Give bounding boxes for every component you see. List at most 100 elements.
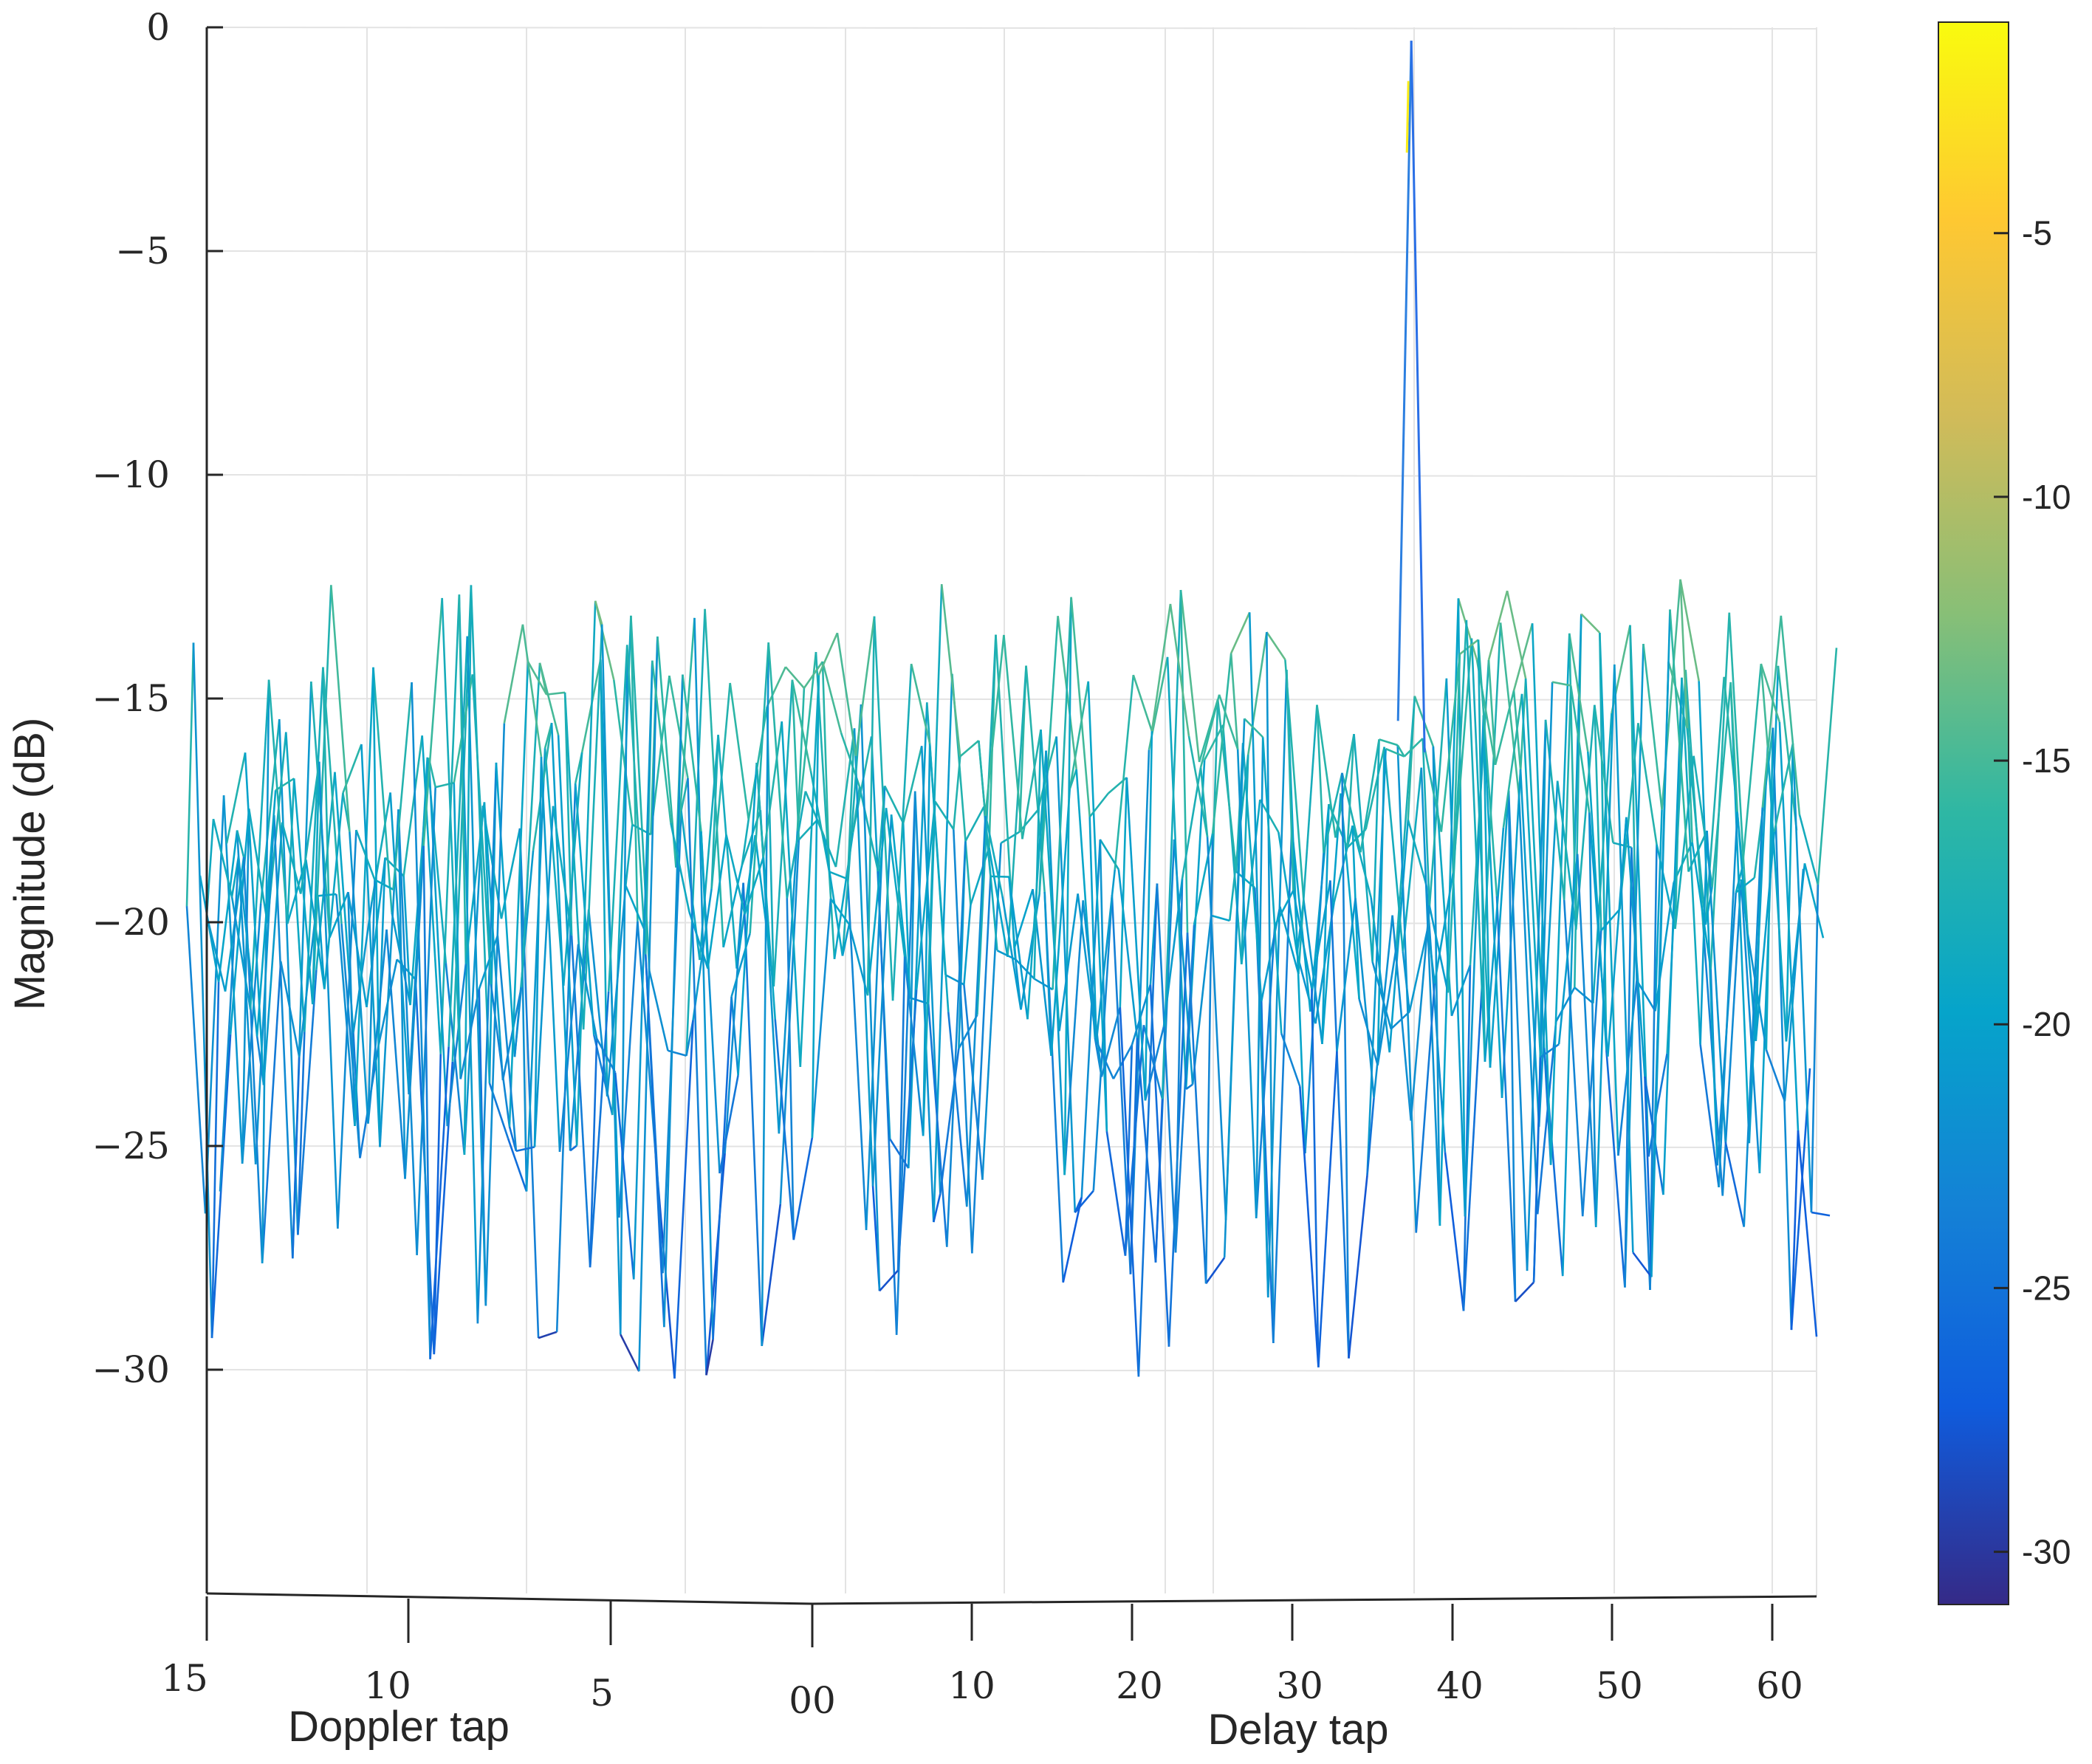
mesh-edge	[540, 757, 561, 1152]
mesh-edge	[791, 679, 800, 840]
mesh-edge	[210, 981, 220, 1339]
mesh-edge	[729, 682, 750, 820]
mesh-edge	[834, 728, 856, 868]
mesh-edge	[786, 898, 795, 1240]
mesh-edge	[185, 906, 207, 1214]
mesh-edge	[1299, 1086, 1320, 1367]
mesh-edge	[1311, 880, 1331, 989]
mesh-edge	[1255, 926, 1276, 1218]
mesh-edge	[563, 692, 585, 1030]
mesh-edge	[1765, 1049, 1786, 1102]
mesh-edge	[397, 809, 418, 1255]
mesh-edge	[471, 674, 493, 985]
mesh-edge	[1662, 677, 1683, 1195]
mesh-edge	[1246, 631, 1268, 755]
mesh-edge	[1532, 1057, 1542, 1283]
mesh-edge	[212, 818, 233, 897]
mesh-edge	[1321, 804, 1330, 1044]
mesh-edge	[557, 735, 578, 1146]
mesh-edge	[1445, 678, 1467, 1217]
mesh-edge	[1432, 746, 1441, 1226]
mesh-edge	[297, 969, 318, 1235]
mesh-edge	[1366, 1097, 1375, 1176]
mesh-edge	[1520, 693, 1542, 1058]
mesh-edge	[1074, 1190, 1094, 1213]
mesh-edge	[781, 721, 802, 1067]
axes: 0 −5 −10 −15 −20 −25 −30 15 10 5 00 10 20 30 40 50 60	[92, 6, 1817, 1722]
mesh-edge	[885, 808, 906, 957]
mesh-edge	[311, 585, 332, 1005]
mesh-edge	[612, 679, 634, 826]
mesh-edge	[552, 806, 573, 936]
mesh-edge	[1149, 984, 1170, 1347]
mesh-edge	[1644, 1076, 1664, 1195]
mesh-edge	[1433, 872, 1455, 984]
mesh-edge	[546, 691, 566, 696]
mesh-edge	[1519, 769, 1540, 1127]
mesh-edge	[1340, 793, 1360, 1000]
mesh-edge	[1390, 1011, 1410, 1030]
mesh-edge	[611, 615, 632, 1116]
mesh-edge	[347, 892, 356, 1126]
mesh-edge	[422, 845, 431, 1359]
mesh-edge	[1507, 790, 1529, 1271]
mesh-edge	[222, 795, 244, 1164]
mesh-edge	[1261, 737, 1283, 1034]
mesh-edge	[1743, 807, 1764, 1227]
mesh-edge	[278, 718, 299, 1235]
mesh-edge	[291, 1057, 301, 1259]
mesh-edge	[860, 704, 881, 1291]
mesh-edge	[1286, 670, 1294, 891]
mesh-edge	[891, 663, 913, 1001]
mesh-peak-edge	[1405, 80, 1410, 153]
mesh-edge	[1624, 643, 1645, 1288]
mesh-edge	[1785, 863, 1806, 1042]
mesh-edge	[303, 667, 324, 1032]
mesh-edge	[1365, 747, 1385, 830]
mesh-edge	[1569, 685, 1591, 813]
mesh-edge	[1187, 735, 1209, 837]
mesh-edge	[311, 761, 320, 1005]
mesh-edge	[1777, 665, 1798, 831]
mesh-edge	[744, 857, 764, 915]
mesh-edge	[774, 1019, 795, 1240]
mesh-edge	[1087, 681, 1108, 1132]
mesh-edge	[1515, 1281, 1535, 1303]
mesh-edge	[1055, 736, 1077, 1213]
mesh-edge	[1297, 704, 1318, 974]
mesh-edge	[1642, 643, 1663, 810]
mesh-edge	[940, 584, 961, 757]
mesh-edge	[1114, 674, 1135, 870]
mesh-edge	[890, 814, 911, 998]
mesh-edge	[1699, 1044, 1720, 1188]
mesh-edge	[625, 885, 645, 930]
mesh-edge	[1576, 854, 1597, 1227]
mesh-edge	[281, 822, 302, 894]
mesh-edge	[589, 991, 610, 1268]
mesh-edge	[256, 790, 277, 1037]
mesh-edge	[533, 757, 543, 1147]
mesh-edge	[1679, 579, 1700, 682]
mesh-edge	[1605, 1050, 1626, 1288]
mesh-edge	[1607, 817, 1628, 1057]
mesh-edge	[693, 617, 714, 1340]
mesh-edge	[1599, 632, 1619, 1156]
mesh-edge	[1353, 734, 1373, 962]
mesh-edge	[1063, 597, 1072, 1176]
mesh-edge	[1018, 809, 1039, 833]
mesh-edge	[1580, 613, 1601, 634]
mesh-edge	[1008, 876, 1017, 960]
mesh-edge	[1785, 744, 1794, 1042]
mesh-edge	[1255, 737, 1264, 1218]
mesh-edge	[563, 692, 573, 936]
mesh-edge	[1772, 727, 1793, 1331]
mesh-edge	[619, 645, 628, 1335]
mesh-edge	[915, 801, 936, 990]
mesh-edge	[741, 819, 750, 866]
mesh-edge	[984, 634, 1005, 817]
mesh-edge	[1379, 738, 1399, 747]
colorbar-tick-label: -30	[2022, 1533, 2071, 1571]
mesh-edge	[1199, 694, 1221, 768]
y-axis-label: Magnitude (dB)	[6, 718, 54, 1011]
mesh-edge	[1015, 958, 1035, 980]
